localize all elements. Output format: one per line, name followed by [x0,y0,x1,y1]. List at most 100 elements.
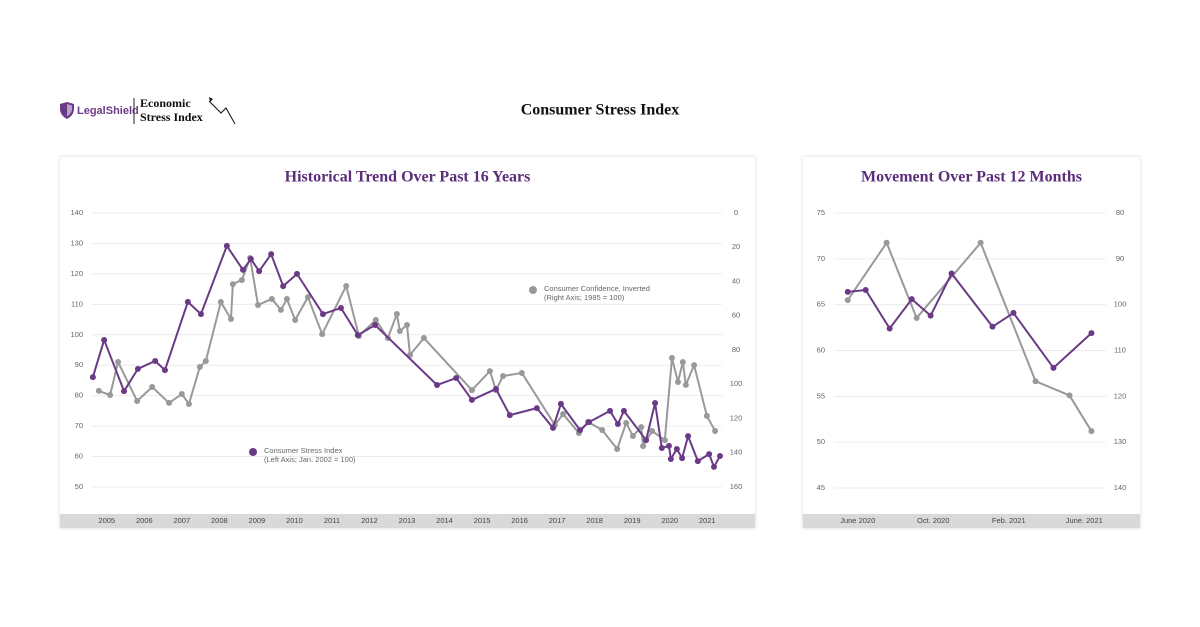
panel-frame [60,157,755,528]
data-point [927,312,934,319]
legend-note: (Left Axis; Jan. 2002 = 100) [264,455,356,464]
data-point [665,442,672,449]
data-point [255,301,262,308]
y2-tick-label: 100 [730,379,743,388]
data-point [989,323,996,330]
y-tick-label: 70 [817,254,825,263]
data-point [196,363,203,370]
y2-tick-label: 80 [1116,208,1124,217]
y-tick-label: 50 [817,437,825,446]
legend-label: Consumer Stress Index [264,446,343,455]
data-point [239,266,246,273]
data-point [256,268,263,275]
data-point [629,432,636,439]
data-point [492,385,499,392]
data-point [115,358,122,365]
x-tick-label: 2013 [399,516,416,525]
charts: Historical Trend Over Past 16 Years 50 60 7… [60,157,1140,528]
data-point [1066,392,1073,399]
series-line [847,272,1093,369]
x-axis-band [60,514,755,528]
data-point [668,355,675,362]
x-tick-label: 2006 [136,516,153,525]
x-tick-label: Feb. 2021 [992,516,1026,525]
y-tick-label: 110 [71,299,83,308]
x-tick-label: Oct. 2020 [917,516,950,525]
y-tick-label: 60 [75,452,83,461]
data-point [372,322,379,329]
x-tick-label: 2014 [436,516,453,525]
x-tick-label: 2016 [511,516,528,525]
x-tick-label: 2019 [624,516,641,525]
y2-tick-label: 80 [732,345,740,354]
y2-tick-label: 140 [730,448,743,457]
data-point [95,387,102,394]
data-point [886,325,893,332]
data-point [913,314,920,321]
data-point [101,336,108,343]
data-point [977,239,984,246]
y-tick-label: 80 [75,391,83,400]
data-point [152,357,159,364]
data-point [1032,378,1039,385]
y2-tick-label: 130 [1114,437,1127,446]
data-point [638,424,645,431]
data-point [149,383,156,390]
data-point [518,369,525,376]
legend-marker [249,448,257,456]
data-point [217,299,224,306]
brand-shield-highlight [67,104,72,117]
data-point [844,288,851,295]
data-point [134,398,141,405]
y2-tick-label: 110 [1114,345,1126,354]
data-point [89,374,96,381]
data-point [599,426,606,433]
data-point [614,445,621,452]
y2-tick-label: 0 [734,208,738,217]
data-point [577,427,584,434]
data-point [238,276,245,283]
data-point [500,373,507,380]
data-point [396,327,403,334]
data-point [283,295,290,302]
x-tick-label: 2020 [661,516,678,525]
data-point [506,412,513,419]
legend-marker [529,286,537,294]
data-point [197,311,204,318]
y2-tick-label: 100 [1114,300,1127,309]
y-tick-label: 50 [75,482,83,491]
y2-tick-label: 90 [1116,254,1124,263]
data-point [185,400,192,407]
data-point [560,411,567,418]
data-point [557,400,564,407]
chart-panel: Historical Trend Over Past 16 Years 50 60 7… [60,157,755,528]
x-tick-label: June. 2021 [1066,516,1103,525]
x-tick-label: 2005 [98,516,115,525]
y2-tick-label: 120 [1114,391,1127,400]
data-point [652,399,659,406]
data-point [393,311,400,318]
data-point [716,452,723,459]
data-point [643,437,650,444]
data-point [178,391,185,398]
product-arrow [208,100,236,125]
data-point [694,458,701,465]
x-tick-label: June 2020 [840,516,875,525]
x-tick-label: 2017 [549,516,566,525]
x-tick-label: 2012 [361,516,378,525]
y2-tick-label: 140 [1114,483,1127,492]
y-tick-label: 75 [817,208,825,217]
data-point [229,281,236,288]
data-point [420,335,427,342]
data-point [107,392,114,399]
data-point [1010,309,1017,316]
data-point [166,399,173,406]
data-point [486,368,493,375]
data-point [434,382,441,389]
data-point [682,381,689,388]
x-tick-label: 2018 [586,516,603,525]
data-point [948,270,955,277]
y2-tick-label: 20 [732,242,740,251]
